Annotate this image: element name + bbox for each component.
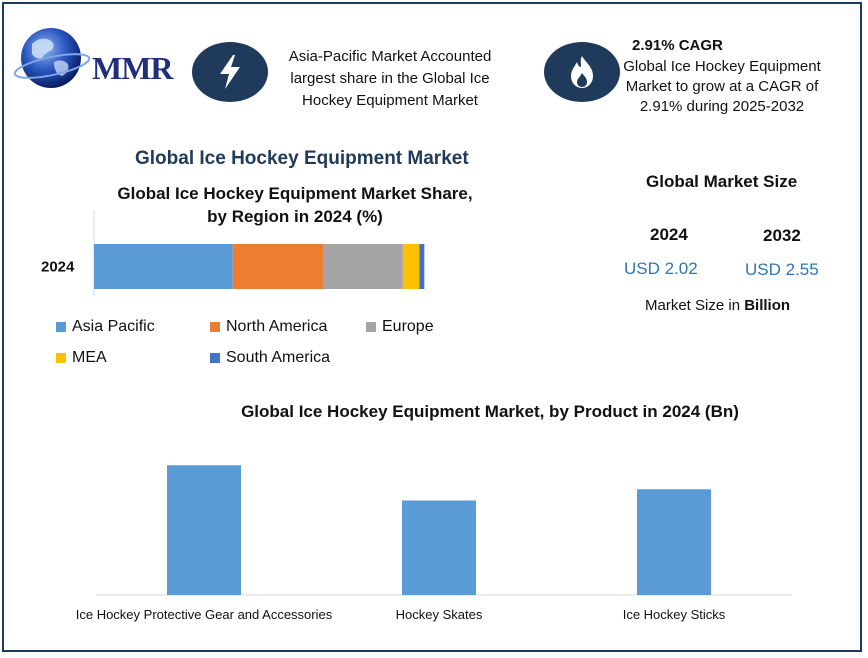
- info-left-line: Asia-Pacific Market Accounted: [288, 48, 492, 65]
- region-share-chart: 2024: [41, 210, 425, 296]
- legend-label: South America: [226, 349, 331, 366]
- market-year-2024: 2024: [650, 225, 688, 244]
- product-bar: [167, 465, 241, 595]
- category-label: Ice Hockey Protective Gear and Accessori…: [76, 607, 333, 622]
- market-value-2024: USD 2.02: [624, 259, 698, 278]
- asia-pacific-note: Asia-Pacific Market Accounted largest sh…: [272, 46, 508, 112]
- product-chart-title: Global Ice Hockey Equipment Market, by P…: [241, 402, 739, 421]
- region-chart-title-line: Global Ice Hockey Equipment Market Share…: [117, 184, 473, 203]
- category-label: Hockey Skates: [396, 607, 483, 622]
- legend-item: MEA: [56, 349, 107, 367]
- bar-segment-south-america: [419, 244, 425, 289]
- legend-swatch: [56, 353, 66, 363]
- info-left-line: largest share in the Global Ice: [290, 70, 490, 87]
- legend-label: North America: [226, 318, 328, 335]
- market-value-2032: USD 2.55: [745, 260, 819, 279]
- bar-segment-europe: [323, 244, 403, 289]
- info-right-line: Market to grow at a CAGR of: [625, 78, 819, 95]
- bar-segment-asia-pacific: [94, 244, 233, 289]
- info-left-line: Hockey Equipment Market: [302, 92, 478, 109]
- legend-item: North America: [210, 318, 327, 336]
- market-size-unit-note: Market Size in Billion: [645, 297, 790, 314]
- brand-logo-text: MMR: [92, 50, 174, 86]
- lightning-icon-badge: [192, 42, 268, 102]
- legend-item: South America: [210, 349, 330, 367]
- flame-icon-badge: [544, 42, 620, 102]
- region-legend: Asia Pacific North America Europe MEA So…: [56, 318, 476, 374]
- legend-item: Europe: [366, 318, 434, 336]
- legend-label: Europe: [382, 318, 434, 335]
- legend-swatch: [56, 322, 66, 332]
- product-bar: [402, 500, 476, 595]
- legend-item: Asia Pacific: [56, 318, 155, 336]
- legend-swatch: [210, 353, 220, 363]
- region-chart-title: Global Ice Hockey Equipment Market Share…: [90, 182, 500, 228]
- bar-segment-mea: [402, 244, 420, 289]
- legend-swatch: [210, 322, 220, 332]
- page-title: Global Ice Hockey Equipment Market: [135, 148, 469, 169]
- info-right-line: 2.91% during 2025-2032: [639, 98, 805, 115]
- market-size-title: Global Market Size: [646, 172, 798, 191]
- product-bar-chart: Ice Hockey Protective Gear and Accessori…: [76, 465, 792, 622]
- legend-swatch: [366, 322, 376, 332]
- cagr-note: Global Ice Hockey Equipment Market to gr…: [612, 57, 832, 117]
- market-year-2032: 2032: [763, 226, 801, 245]
- unit-note-prefix: Market Size in: [645, 297, 745, 314]
- cagr-title: 2.91% CAGR: [632, 37, 723, 54]
- product-bar: [637, 489, 711, 595]
- legend-label: Asia Pacific: [72, 318, 155, 335]
- bar-segment-north-america: [232, 244, 324, 289]
- globe-icon: [14, 28, 91, 88]
- unit-note-bold: Billion: [744, 297, 791, 314]
- category-label: Ice Hockey Sticks: [623, 607, 726, 622]
- region-chart-subtitle: by Region in 2024 (%): [207, 207, 383, 226]
- category-label: 2024: [41, 259, 75, 276]
- legend-label: MEA: [72, 349, 107, 366]
- lightning-icon: [220, 55, 240, 89]
- flame-icon: [571, 56, 593, 88]
- info-right-line: Global Ice Hockey Equipment: [623, 58, 821, 75]
